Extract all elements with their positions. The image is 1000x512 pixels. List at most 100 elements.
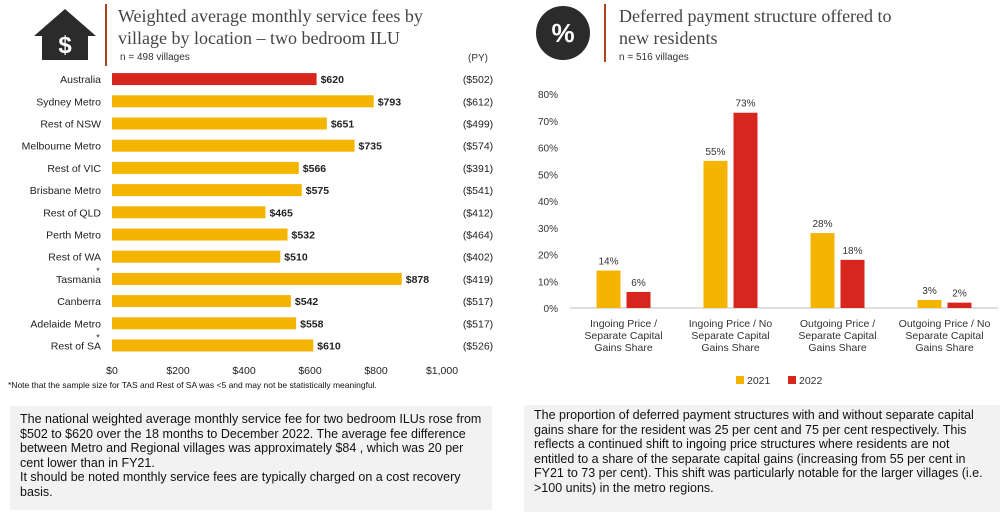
title-rule xyxy=(604,4,606,62)
deferred-payment-bar-chart: 0% 10% 20% 30% 40% 50% 60% 70% 80% 14% 6% Ingoing P… xyxy=(538,90,998,387)
x-tick-label: $800 xyxy=(364,365,388,377)
title-rule xyxy=(105,4,107,66)
y-tick-label: 20% xyxy=(538,251,558,262)
category-label: Adelaide Metro xyxy=(30,318,101,330)
category-label: Separate Capital xyxy=(798,330,876,342)
summary-textbox: The proportion of deferred payment struc… xyxy=(524,405,1000,512)
bar-value-label: $532 xyxy=(292,230,316,242)
x-tick-label: $200 xyxy=(166,365,190,377)
category-label: Perth Metro xyxy=(46,230,101,242)
legend-swatch-2022 xyxy=(788,376,796,384)
category-label: Brisbane Metro xyxy=(30,185,101,197)
bar-2022 xyxy=(947,302,972,308)
bar-value-label: $735 xyxy=(359,141,383,153)
y-tick-label: 80% xyxy=(538,90,558,101)
chart-title: Deferred payment structure offered to ne… xyxy=(619,5,892,49)
bar xyxy=(112,73,317,86)
summary-textbox: The national weighted average monthly se… xyxy=(10,406,492,510)
legend-label: 2022 xyxy=(799,375,823,387)
service-fee-bar-chart: (PY) Australia $620 ($502) Sydney Metro $793 (… xyxy=(22,53,494,377)
bar-value-label: 14% xyxy=(598,257,618,268)
chart-title: Weighted average monthly service fees by… xyxy=(118,5,423,49)
percent-circle-icon: % xyxy=(534,4,592,62)
bar-value-label: 3% xyxy=(922,286,937,297)
bar-value-label: 2% xyxy=(952,289,967,300)
x-tick-label: $0 xyxy=(106,365,118,377)
category-label: Rest of VIC xyxy=(47,163,101,175)
chart-subtitle: n = 498 villages xyxy=(120,52,190,63)
prior-year-label: ($419) xyxy=(463,274,493,286)
category-label: Melbourne Metro xyxy=(22,141,102,153)
bar-2021 xyxy=(917,299,942,308)
prior-year-label: ($517) xyxy=(463,296,493,308)
category-label: Gains Share xyxy=(701,342,760,354)
summary-paragraph: The proportion of deferred payment struc… xyxy=(534,408,983,495)
svg-text:%: % xyxy=(551,18,574,48)
category-label: Outgoing Price / No xyxy=(899,318,991,330)
bar-2021 xyxy=(596,270,621,308)
category-label: Ingoing Price / xyxy=(590,318,657,330)
bar xyxy=(112,317,297,330)
category-label: Rest of QLD xyxy=(43,207,101,219)
category-label: Rest of SA xyxy=(51,341,101,353)
bar-value-label: $878 xyxy=(406,274,430,286)
bar xyxy=(112,117,327,130)
prior-year-label: ($517) xyxy=(463,318,493,330)
bar-value-label: $510 xyxy=(284,252,308,264)
prior-year-label: ($541) xyxy=(463,185,493,197)
prior-year-label: ($464) xyxy=(463,230,493,242)
y-tick-label: 60% xyxy=(538,144,558,155)
bar xyxy=(112,161,299,174)
legend-label: 2021 xyxy=(747,375,771,387)
x-tick-label: $600 xyxy=(298,365,322,377)
bar xyxy=(112,139,355,152)
bar-2022 xyxy=(733,112,758,308)
y-tick-label: 50% xyxy=(538,170,558,181)
y-tick-label: 0% xyxy=(544,304,559,315)
bar xyxy=(112,184,302,197)
bar xyxy=(112,339,314,352)
category-label: Separate Capital xyxy=(691,330,769,342)
chart-subtitle: n = 516 villages xyxy=(619,52,689,63)
bar-value-label: 73% xyxy=(735,99,755,110)
bar-2021 xyxy=(810,233,835,308)
py-column-header: (PY) xyxy=(468,53,488,64)
category-label: Separate Capital xyxy=(905,330,983,342)
summary-paragraph-1: The national weighted average monthly se… xyxy=(20,412,482,470)
bar-value-label: $542 xyxy=(295,296,319,308)
bar-2021 xyxy=(703,160,728,308)
prior-year-label: ($526) xyxy=(463,341,493,353)
prior-year-label: ($391) xyxy=(463,163,493,175)
category-label: Rest of NSW xyxy=(40,119,101,131)
title-line-1: Deferred payment structure offered to xyxy=(619,6,892,26)
footnote: *Note that the sample size for TAS and R… xyxy=(8,380,377,390)
bar xyxy=(112,228,288,241)
title-line-2: village by location – two bedroom ILU xyxy=(118,28,400,48)
summary-paragraph-2: It should be noted monthly service fees … xyxy=(20,470,461,499)
bar-value-label: $566 xyxy=(303,163,327,175)
right-panel: % Deferred payment structure offered to … xyxy=(512,0,1000,512)
bar xyxy=(112,295,291,308)
bar xyxy=(112,272,402,285)
prior-year-label: ($502) xyxy=(463,74,493,86)
bar-value-label: 6% xyxy=(631,278,646,289)
dollar-house-icon: $ xyxy=(30,6,100,62)
bar xyxy=(112,250,281,263)
category-label: Gains Share xyxy=(915,342,974,354)
legend-swatch-2021 xyxy=(736,376,744,384)
y-tick-label: 40% xyxy=(538,197,558,208)
prior-year-label: ($402) xyxy=(463,252,493,264)
category-label: Gains Share xyxy=(808,342,867,354)
bar-value-label: 18% xyxy=(842,246,862,257)
bar-value-label: $558 xyxy=(300,318,324,330)
category-label: Ingoing Price / No xyxy=(689,318,773,330)
prior-year-label: ($412) xyxy=(463,207,493,219)
bar-2022 xyxy=(626,291,651,308)
category-label: Gains Share xyxy=(594,342,653,354)
y-tick-label: 30% xyxy=(538,224,558,235)
bar-value-label: $575 xyxy=(306,185,330,197)
category-label: Rest of WA xyxy=(48,252,101,264)
x-tick-label: $400 xyxy=(232,365,256,377)
category-label: Tasmania xyxy=(56,274,101,286)
y-tick-label: 10% xyxy=(538,277,558,288)
